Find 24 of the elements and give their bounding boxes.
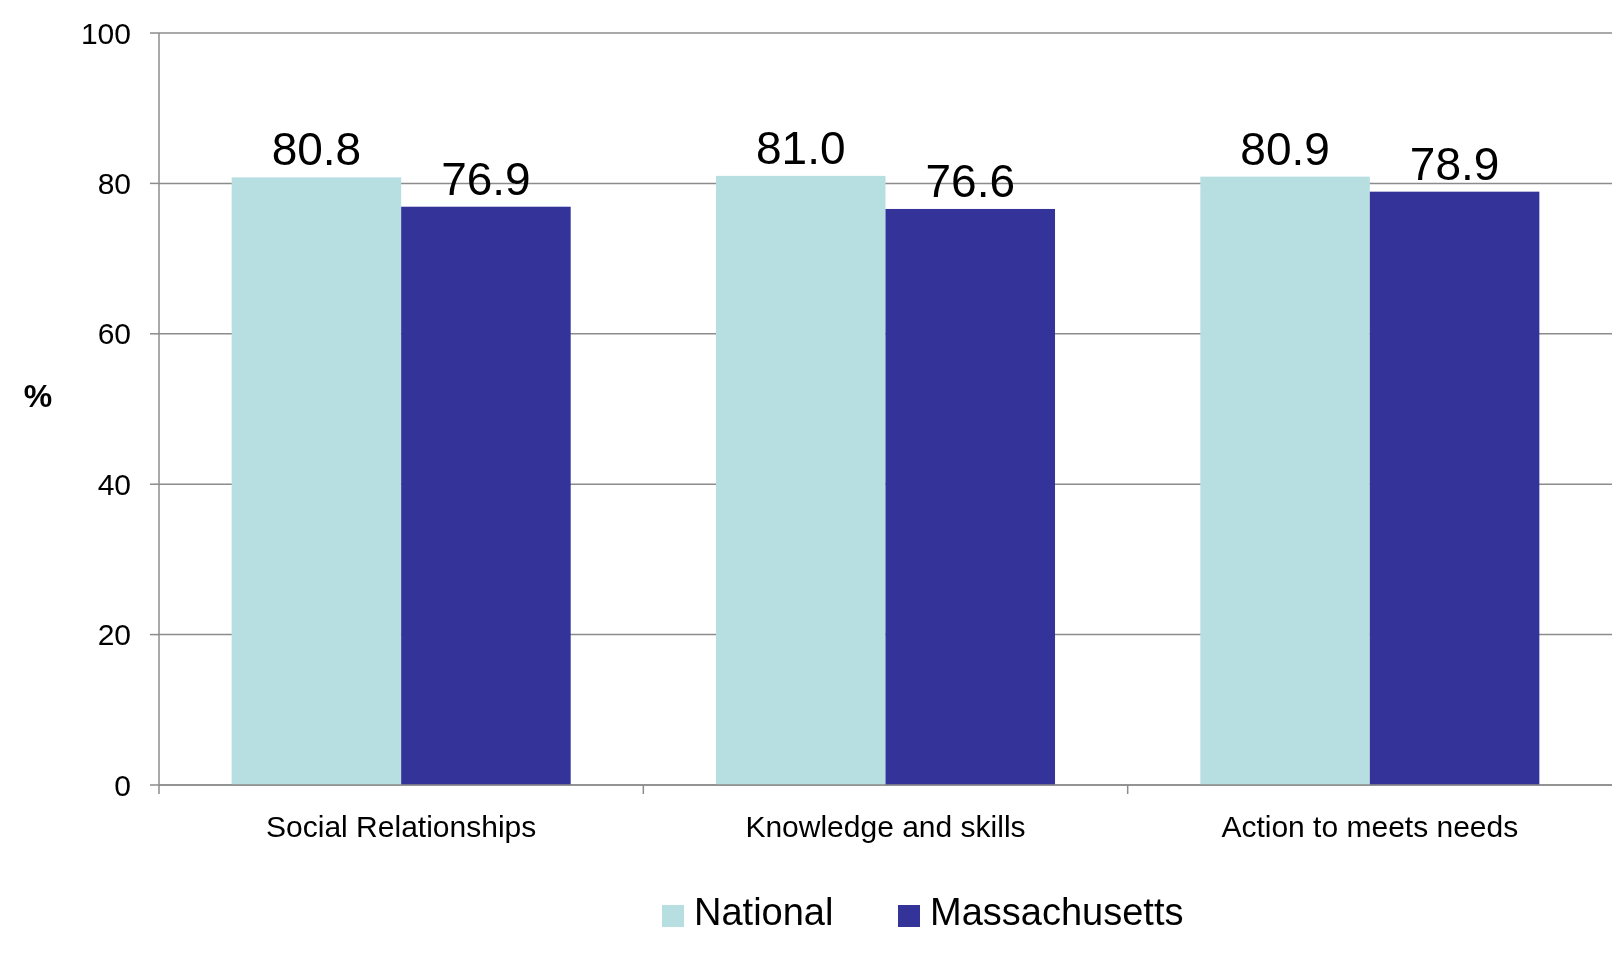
bar bbox=[885, 208, 1056, 785]
data-label: 81.0 bbox=[755, 121, 846, 174]
legend-label: National bbox=[694, 891, 834, 933]
y-tick-label: 100 bbox=[80, 16, 131, 50]
y-tick-label: 20 bbox=[97, 618, 131, 652]
y-tick-label: 80 bbox=[97, 166, 131, 200]
y-tick-label: 60 bbox=[97, 317, 131, 351]
bar bbox=[231, 177, 402, 785]
data-label: 76.6 bbox=[925, 154, 1016, 207]
data-label: 80.9 bbox=[1240, 122, 1330, 175]
y-tick-label: 0 bbox=[114, 768, 131, 802]
y-tick-label: 40 bbox=[97, 467, 131, 501]
x-tick-label: Knowledge and skills bbox=[745, 810, 1026, 843]
bar bbox=[1200, 176, 1370, 785]
x-tick-label: Action to meets needs bbox=[1221, 810, 1519, 843]
bar bbox=[715, 175, 886, 785]
data-label: 78.9 bbox=[1409, 137, 1500, 190]
y-axis-title: % bbox=[23, 378, 53, 415]
data-label: 76.9 bbox=[441, 152, 531, 205]
data-label: 80.8 bbox=[271, 123, 362, 176]
bar bbox=[1369, 191, 1540, 785]
legend-label: Massachusetts bbox=[930, 891, 1184, 933]
bar bbox=[401, 206, 571, 785]
x-tick-label: Social Relationships bbox=[266, 810, 537, 843]
